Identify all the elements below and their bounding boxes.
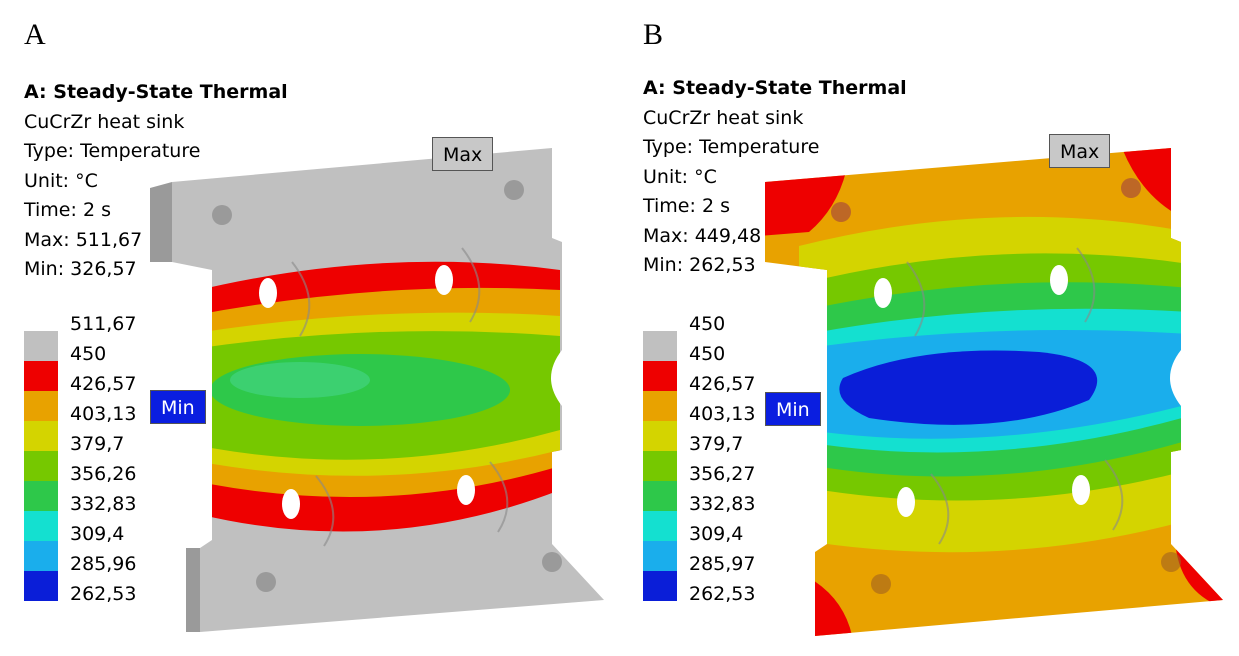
result-type: Type: Temperature	[643, 136, 820, 158]
legend-label: 426,57	[70, 373, 137, 395]
legend-swatch	[24, 511, 58, 541]
legend-swatch	[24, 571, 58, 601]
heat-sink-model-b	[765, 148, 1223, 636]
result-type: Type: Temperature	[24, 140, 201, 162]
analysis-title: A: Steady-State Thermal	[643, 77, 907, 99]
panel-letter: A	[24, 18, 46, 51]
result-min: Min: 326,57	[24, 258, 137, 280]
legend-swatch	[24, 421, 58, 451]
result-max: Max: 449,48	[643, 224, 762, 247]
legend-swatch	[643, 451, 677, 481]
legend-label: 262,53	[689, 583, 756, 605]
legend-label: 403,13	[689, 403, 756, 425]
legend-label: 426,57	[689, 373, 756, 395]
legend-label: 309,4	[70, 523, 125, 545]
result-info: A: Steady-State Thermal CuCrZr heat sink…	[24, 78, 288, 285]
legend-label: 450	[689, 343, 726, 365]
legend-swatch	[643, 421, 677, 451]
legend-label: 309,4	[689, 523, 744, 545]
legend-label: 450	[689, 313, 726, 335]
legend-swatch	[24, 391, 58, 421]
legend-swatch	[24, 361, 58, 391]
legend-swatch	[24, 451, 58, 481]
body-name: CuCrZr heat sink	[643, 106, 804, 129]
legend-label: 403,13	[70, 403, 137, 425]
legend-swatch	[24, 331, 58, 361]
legend-swatch	[643, 361, 677, 391]
legend-swatch	[643, 331, 677, 361]
legend-label: 285,96	[70, 553, 137, 575]
panel-letter: B	[643, 18, 664, 51]
legend-swatch	[643, 511, 677, 541]
result-max: Max: 511,67	[24, 228, 143, 251]
panel-b: B A: Steady-State Thermal CuCrZr heat si…	[619, 0, 1238, 656]
legend-swatch	[643, 481, 677, 511]
legend-label: 262,53	[70, 583, 137, 605]
legend-label: 379,7	[70, 433, 125, 455]
legend-swatch	[643, 541, 677, 571]
result-time: Time: 2 s	[24, 199, 111, 221]
result-time: Time: 2 s	[643, 195, 730, 217]
panel-a: A A: Steady-State Thermal CuCrZr heat si…	[0, 0, 619, 656]
legend-label: 356,26	[70, 463, 137, 485]
legend-label: 332,83	[689, 493, 756, 515]
heat-sink-model-a	[150, 148, 604, 632]
result-unit: Unit: °C	[24, 169, 98, 192]
legend-swatch	[24, 541, 58, 571]
legend-label: 332,83	[70, 493, 137, 515]
result-unit: Unit: °C	[643, 165, 717, 188]
legend-label: 356,27	[689, 463, 756, 485]
legend-label: 511,67	[70, 313, 137, 335]
analysis-title: A: Steady-State Thermal	[24, 81, 288, 103]
legend-swatch	[24, 481, 58, 511]
legend-label: 450	[70, 343, 107, 365]
result-min: Min: 262,53	[643, 254, 756, 276]
legend-swatch	[643, 571, 677, 601]
result-info: A: Steady-State Thermal CuCrZr heat sink…	[643, 74, 907, 281]
legend-label: 285,97	[689, 553, 756, 575]
legend-label: 379,7	[689, 433, 744, 455]
legend-swatch	[643, 391, 677, 421]
body-name: CuCrZr heat sink	[24, 110, 185, 133]
